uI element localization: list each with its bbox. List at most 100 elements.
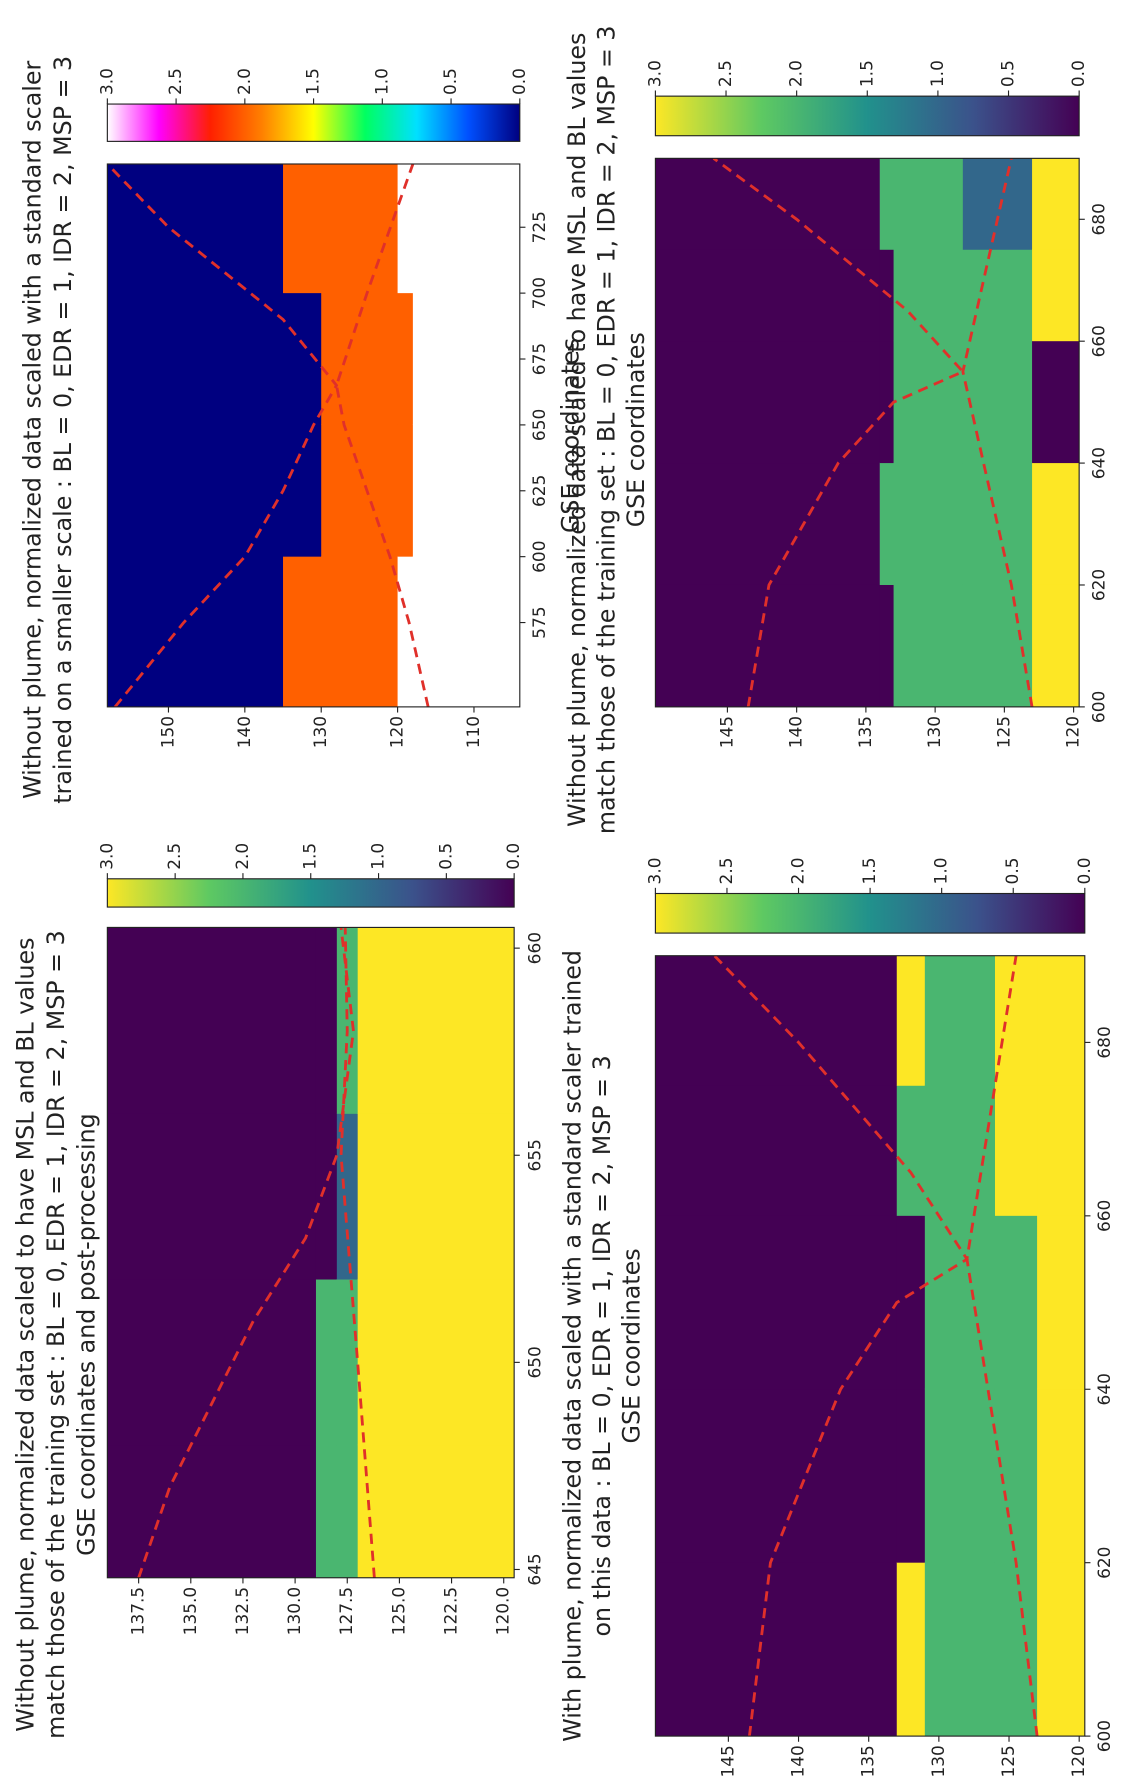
y-tick-label: 120 <box>387 716 407 748</box>
heatmap-cell <box>655 1215 898 1390</box>
x-tick-label: 700 <box>529 277 549 309</box>
heatmap-cell <box>357 1278 515 1446</box>
heatmap <box>655 955 1085 1737</box>
panel-title: GSE coordinates <box>622 332 650 527</box>
colorbar-tick-label: 1.5 <box>856 60 876 87</box>
plot-frame <box>654 955 1086 1737</box>
heatmap <box>107 163 520 707</box>
heatmap-cell <box>994 1562 1038 1737</box>
colorbar-tick-label: 3.0 <box>96 68 116 95</box>
heatmap-cell <box>962 340 1033 464</box>
heatmap-cell <box>893 462 964 585</box>
colorbar-tick-label: 0.5 <box>440 68 460 95</box>
heatmap-cell <box>315 1278 338 1446</box>
heatmap-cell <box>283 292 322 425</box>
x-tick-label: 640 <box>1088 447 1108 479</box>
heatmap <box>107 927 515 1578</box>
y-tick-label: 130 <box>924 716 944 748</box>
x-tick-label: 680 <box>1094 1026 1114 1058</box>
x-axis-label: GSE coordinates <box>556 338 584 533</box>
colorbar <box>106 878 515 908</box>
y-tick-label: 137.5 <box>128 1587 148 1636</box>
panel-title: With plume, normalized data scaled with … <box>559 950 587 1742</box>
colorbar-tick-label: 2.5 <box>164 843 184 870</box>
heatmap-cell <box>655 1085 898 1216</box>
x-tick-label: 680 <box>1088 203 1108 235</box>
heatmap-cell <box>896 1562 926 1737</box>
colorbar <box>654 892 1086 934</box>
x-tick-label: 625 <box>529 475 549 507</box>
plot-frame <box>654 157 1080 708</box>
heatmap-cell <box>994 1388 1038 1563</box>
heatmap-cell <box>1032 462 1080 585</box>
heatmap-cell <box>924 1388 996 1563</box>
y-tick-label: 130.0 <box>284 1587 304 1636</box>
heatmap-cell <box>655 340 881 464</box>
colorbar-tick-label: 1.0 <box>927 60 947 87</box>
y-tick-label: 145 <box>717 1745 737 1777</box>
y-tick-label: 120 <box>1068 1745 1088 1777</box>
heatmap-cell <box>107 163 284 294</box>
x-tick-label: 645 <box>525 1553 545 1585</box>
heatmap-cell <box>283 556 322 707</box>
y-tick-label: 130 <box>310 716 330 748</box>
colorbar-tick-label: 2.0 <box>234 68 254 95</box>
heatmap-cell <box>655 584 881 707</box>
heatmap-cell <box>893 158 964 250</box>
x-tick-label: 675 <box>529 343 549 375</box>
colorbar-tick-label: 3.0 <box>96 843 116 870</box>
heatmap-cell <box>397 424 414 557</box>
heatmap-cell <box>893 584 964 707</box>
heatmap-cell <box>655 462 881 585</box>
heatmap-cell <box>924 1085 996 1216</box>
heatmap-cell <box>1037 1388 1085 1563</box>
heatmap-cell <box>1032 340 1080 464</box>
heatmap-cell <box>397 556 414 707</box>
colorbar-tick-label: 0.0 <box>1074 858 1094 885</box>
colorbar-tick-label: 1.0 <box>371 68 391 95</box>
colorbar-tick-label: 0.0 <box>1068 60 1088 87</box>
heatmap-cell <box>1037 1085 1085 1216</box>
y-tick-label: 140 <box>788 1745 808 1777</box>
colorbar-tick-label: 0.0 <box>509 68 529 95</box>
heatmap-cell <box>336 1113 359 1280</box>
colorbar-tick-label: 2.5 <box>165 68 185 95</box>
heatmap-cell <box>107 927 317 1114</box>
panel-title: GSE coordinates <box>617 1248 645 1443</box>
heatmap-cell <box>283 163 322 294</box>
heatmap-cell <box>357 1113 515 1280</box>
boundary-line <box>713 955 969 1737</box>
x-tick-label: 640 <box>1094 1373 1114 1405</box>
y-tick-label: 120.0 <box>493 1587 513 1636</box>
x-tick-label: 655 <box>525 1139 545 1171</box>
panel-title: on this data : BL = 0, EDR = 1, IDR = 2,… <box>588 1055 616 1636</box>
colorbar-tick-label: 2.0 <box>788 858 808 885</box>
heatmap-cell <box>879 462 895 585</box>
x-tick-label: 660 <box>1088 325 1108 357</box>
heatmap-cell <box>1037 955 1085 1086</box>
heatmap-cell <box>962 462 1033 585</box>
heatmap-cell <box>412 292 520 425</box>
heatmap-cell <box>1037 1562 1085 1737</box>
x-tick-label: 600 <box>529 540 549 572</box>
y-tick-label: 125 <box>993 716 1013 748</box>
x-tick-label: 620 <box>1088 569 1108 601</box>
boundary-line <box>961 158 1034 707</box>
colorbar-tick-label: 0.5 <box>435 843 455 870</box>
colorbar-tick-label: 2.5 <box>715 60 735 87</box>
y-tick-label: 125.0 <box>388 1587 408 1636</box>
heatmap-cell <box>336 1278 359 1446</box>
x-tick-label: 660 <box>1094 1200 1114 1232</box>
heatmap-cell <box>1032 584 1080 707</box>
heatmap-cell <box>879 340 895 464</box>
heatmap-cell <box>412 424 520 557</box>
heatmap-cell <box>321 163 399 294</box>
x-tick-label: 600 <box>1094 1720 1114 1752</box>
y-tick-label: 150 <box>157 716 177 748</box>
x-tick-label: 600 <box>1088 691 1108 723</box>
colorbar-tick-label: 0.5 <box>1002 858 1022 885</box>
y-tick-label: 125 <box>998 1745 1018 1777</box>
y-tick-label: 130 <box>928 1745 948 1777</box>
heatmap-cell <box>1032 249 1080 342</box>
